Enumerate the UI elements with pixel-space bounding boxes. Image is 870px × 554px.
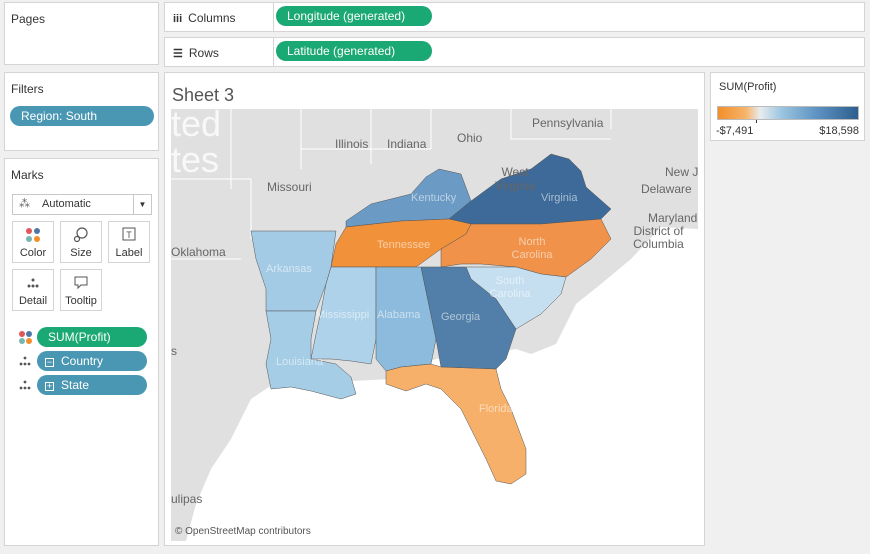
rows-shelf-label: ☰ Rows [173,46,219,60]
collapse-icon[interactable]: − [45,357,54,367]
map-label-new-jersey: New J [665,165,698,179]
color-icon [13,227,53,246]
sheet-card: Sheet 3 [164,72,705,546]
state-label-arkansas: Arkansas [266,263,312,275]
detail-button[interactable]: Detail [12,269,54,311]
state-label-south-carolina: South Carolina [489,275,531,300]
color-icon [18,330,32,347]
pages-card[interactable]: Pages [4,2,159,65]
size-label: Size [70,247,92,259]
detail-icon [13,275,53,294]
sheet-title: Sheet 3 [172,85,235,105]
svg-text:T: T [126,230,132,240]
map-label-ted: ted [171,109,222,144]
map-label-oklahoma: Oklahoma [171,245,226,259]
map-label-west-virginia: West Virginia [495,165,535,193]
map-attribution[interactable]: © OpenStreetMap contributors [175,526,311,537]
map-label-delaware: Delaware [641,182,692,196]
size-icon [61,227,101,246]
color-legend[interactable]: SUM(Profit) -$7,491 $18,598 [710,72,865,141]
state-georgia [420,266,517,370]
state-label: State [61,378,90,392]
latitude-pill[interactable]: Latitude (generated) [276,41,432,61]
state-label-tennessee: Tennessee [377,239,431,251]
state-label-alabama: Alabama [377,309,421,321]
legend-max: $18,598 [819,125,859,137]
pages-title: Pages [11,12,46,26]
state-louisiana [265,310,357,400]
country-label: Country [61,354,104,368]
detail-icon [18,355,32,370]
map-label-pennsylvania: Pennsylvania [532,116,604,130]
map-svg[interactable] [171,109,698,541]
legend-gradient [717,106,859,120]
state-label-louisiana: Louisiana [276,356,324,368]
mark-type-select[interactable]: ⁂ Automatic ▼ [12,194,152,215]
text-icon: T [109,227,149,244]
state-label-florida: Florida [479,403,513,415]
state-label-north-carolina: North Carolina [511,236,553,261]
label-label: Label [115,247,143,259]
legend-min: -$7,491 [716,125,754,137]
columns-shelf-label: iii Columns [173,11,236,25]
state-label-mississippi: Mississippi [316,309,370,321]
mark-type-value: Automatic [42,198,91,210]
detail-label: Detail [18,295,48,307]
legend-title: SUM(Profit) [719,81,777,93]
state-pill[interactable]: + State [37,375,147,395]
columns-shelf[interactable]: iii Columns Longitude (generated) [164,2,865,32]
background-borders [171,109,612,260]
color-label: Color [19,247,47,259]
profit-pill[interactable]: SUM(Profit) [37,327,147,347]
map-label-fragment: s [171,344,177,358]
map-label-tes: tes [171,139,220,180]
map-icon: ⁂ [19,198,30,210]
map-label-dc: District of Columbia [633,224,684,251]
tooltip-button[interactable]: Tooltip [60,269,102,311]
map-label-illinois: Illinois [335,137,369,151]
state-label-georgia: Georgia [441,311,481,323]
expand-icon[interactable]: + [45,381,54,391]
map-label-ohio: Ohio [457,131,483,145]
state-label-virginia: Virginia [541,192,578,204]
rows-icon: ☰ [173,48,183,60]
map-label-maryland: Maryland [648,211,698,225]
filter-pill-region[interactable]: Region: South [10,106,154,126]
shelf-divider [273,38,274,66]
tooltip-label: Tooltip [65,295,97,307]
columns-icon: iii [173,13,183,25]
map-label-missouri: Missouri [267,180,312,194]
rows-label: Rows [188,46,219,60]
size-button[interactable]: Size [60,221,102,263]
tooltip-icon [61,275,101,294]
columns-label: Columns [188,11,236,25]
state-florida [385,363,527,485]
marks-title: Marks [11,168,44,182]
country-pill[interactable]: − Country [37,351,147,371]
shelf-divider [273,3,274,31]
label-button[interactable]: T Label [108,221,150,263]
longitude-pill[interactable]: Longitude (generated) [276,6,432,26]
map-label-indiana: Indiana [387,137,427,151]
filters-title: Filters [11,82,44,96]
color-button[interactable]: Color [12,221,54,263]
marks-card: Marks ⁂ Automatic ▼ Color Size T Label D… [4,158,159,546]
filters-card: Filters Region: South [4,72,159,151]
map-label-tamaulipas: ulipas [171,492,203,506]
legend-zero-marker [756,120,757,123]
map-view[interactable]: ted tes Illinois Indiana Ohio Pennsylvan… [171,109,698,541]
rows-shelf[interactable]: ☰ Rows Latitude (generated) [164,37,865,67]
chevron-down-icon[interactable]: ▼ [133,195,151,214]
detail-icon [18,379,32,394]
state-label-kentucky: Kentucky [411,192,457,204]
